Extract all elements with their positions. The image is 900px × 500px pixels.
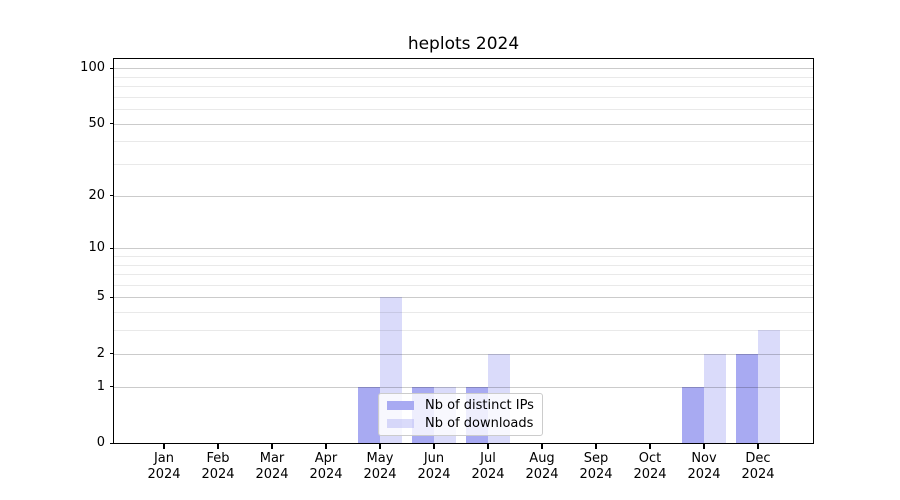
y-tick [110, 386, 114, 388]
y-tick-label: 10 [88, 240, 105, 256]
gridline-minor [114, 109, 813, 110]
x-tick [541, 444, 543, 449]
legend-item: Nb of downloads [387, 416, 536, 431]
x-tick [703, 444, 705, 449]
x-tick-label: Aug 2024 [507, 451, 577, 482]
x-tick-month: Oct [638, 451, 662, 466]
y-tick [110, 67, 114, 69]
gridline-major [114, 68, 813, 69]
x-tick-label: May 2024 [345, 451, 415, 482]
y-tick-label: 0 [96, 435, 105, 450]
y-tick [110, 123, 114, 125]
y-tick [110, 353, 114, 355]
x-tick-label: Sep 2024 [561, 451, 631, 482]
gridline-minor [114, 264, 813, 266]
x-tick [271, 444, 273, 449]
x-tick-year: 2024 [579, 466, 613, 482]
y-tick-label: 5 [96, 289, 105, 305]
gridline-minor [114, 255, 813, 257]
plot-area [113, 58, 814, 444]
x-tick-month: May [366, 451, 394, 466]
gridline-major [114, 353, 813, 355]
x-tick-month: Mar [259, 451, 285, 466]
gridline-minor [114, 330, 813, 332]
x-tick-label: Oct 2024 [615, 451, 685, 482]
gridline-major [114, 297, 813, 299]
legend-swatch-distinct-ips-icon [387, 401, 414, 411]
x-tick-month: Feb [206, 451, 230, 466]
gridline-minor [114, 312, 813, 314]
gridline-minor [114, 274, 813, 275]
y-tick-label: 1 [96, 378, 105, 394]
x-tick-year: 2024 [471, 466, 505, 482]
x-tick [487, 444, 489, 449]
y-tick-label: 50 [88, 115, 105, 131]
x-tick [379, 444, 381, 449]
x-tick-label: Jan 2024 [129, 451, 199, 482]
y-tick-label: 100 [80, 60, 105, 75]
y-tick [110, 442, 114, 444]
gridline-major [114, 123, 813, 125]
x-tick-month: Apr [314, 451, 338, 466]
x-tick-year: 2024 [525, 466, 559, 482]
gridline-major [114, 386, 813, 388]
chart-title: heplots 2024 [407, 34, 520, 54]
x-tick [217, 444, 219, 449]
gridline-minor [114, 164, 813, 165]
x-tick-label: Mar 2024 [237, 451, 307, 482]
x-tick-year: 2024 [741, 466, 775, 482]
x-tick [163, 444, 165, 449]
x-tick [325, 444, 327, 449]
bar-ips-nov [682, 386, 704, 443]
x-tick-label: Jul 2024 [453, 451, 523, 482]
x-tick-month: Jul [480, 451, 496, 466]
legend-swatch-downloads-icon [387, 418, 414, 428]
x-tick-month: Nov [691, 451, 717, 466]
x-tick-label: Apr 2024 [291, 451, 361, 482]
bar-downloads-nov [704, 353, 726, 443]
legend-label-downloads: Nb of downloads [425, 415, 534, 431]
x-tick-year: 2024 [309, 466, 343, 482]
x-tick-label: Jun 2024 [399, 451, 469, 482]
legend-item: Nb of distinct IPs [387, 398, 536, 413]
x-tick-label: Dec 2024 [723, 451, 793, 482]
x-tick [757, 444, 759, 449]
x-tick-month: Sep [583, 451, 609, 466]
x-tick [433, 444, 435, 449]
x-tick [649, 444, 651, 449]
y-tick [110, 296, 114, 299]
x-tick [595, 444, 597, 449]
x-tick-month: Jan [153, 451, 175, 466]
x-tick-year: 2024 [201, 466, 235, 482]
x-tick-year: 2024 [363, 466, 397, 482]
x-tick-month: Jun [423, 451, 445, 466]
x-tick-label: Feb 2024 [183, 451, 253, 482]
y-tick-label: 2 [96, 345, 105, 361]
y-tick [110, 247, 114, 249]
bar-ips-may [358, 386, 380, 443]
gridline-minor [114, 284, 813, 286]
x-tick-year: 2024 [255, 466, 289, 482]
gridline-minor [114, 76, 813, 78]
x-tick-label: Nov 2024 [669, 451, 739, 482]
y-tick-label: 20 [88, 187, 105, 203]
gridline-minor [114, 85, 813, 87]
legend-label-distinct-ips: Nb of distinct IPs [425, 398, 534, 414]
gridline-major [114, 195, 813, 197]
x-tick-month: Dec [745, 451, 771, 466]
gridline-minor [114, 96, 813, 98]
gridline-minor [114, 141, 813, 143]
bar-ips-dec [736, 353, 758, 443]
x-tick-month: Aug [529, 451, 555, 466]
x-tick-year: 2024 [147, 466, 181, 482]
x-tick-year: 2024 [633, 466, 667, 482]
x-tick-year: 2024 [687, 466, 721, 482]
grid-layer [114, 59, 813, 443]
legend: Nb of distinct IPs Nb of downloads [378, 393, 543, 436]
x-tick-year: 2024 [417, 466, 451, 482]
y-tick [110, 195, 114, 197]
gridline-major [114, 248, 813, 250]
